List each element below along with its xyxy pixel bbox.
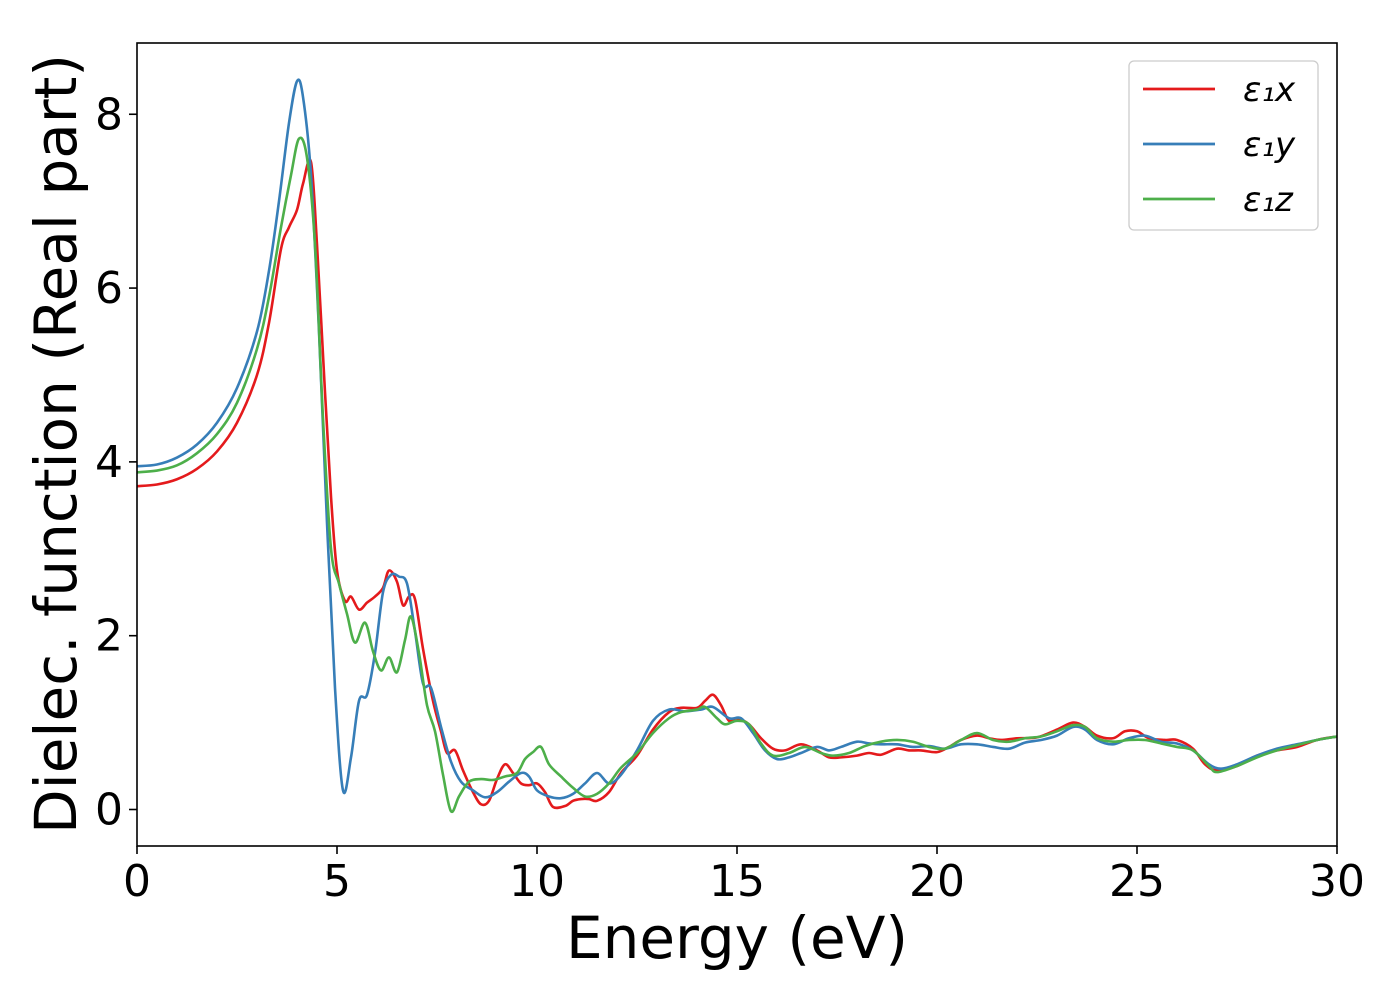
series-layer bbox=[137, 78, 1337, 814]
legend-box bbox=[1128, 60, 1319, 231]
x-axis-title: Energy (eV) bbox=[566, 904, 908, 972]
y-tick-label: 4 bbox=[95, 437, 123, 488]
x-tick-label: 5 bbox=[323, 856, 351, 907]
x-tick-label: 0 bbox=[123, 856, 151, 907]
legend: ε₁x ε₁y ε₁z bbox=[1128, 60, 1319, 231]
y-tick-label: 0 bbox=[95, 785, 123, 836]
series-line-1 bbox=[137, 78, 1337, 800]
x-axis: 0 5 10 15 20 25 30 bbox=[123, 846, 1365, 907]
legend-label-2: ε₁z bbox=[1243, 180, 1294, 220]
y-tick-label: 2 bbox=[95, 611, 123, 662]
series-line-2 bbox=[137, 136, 1337, 814]
x-tick-label: 30 bbox=[1309, 856, 1365, 907]
x-tick-label: 25 bbox=[1109, 856, 1165, 907]
y-axis: 0 2 4 6 8 bbox=[95, 89, 137, 836]
y-tick-label: 8 bbox=[95, 89, 123, 140]
x-tick-label: 20 bbox=[909, 856, 965, 907]
y-tick-label: 6 bbox=[95, 263, 123, 314]
legend-label-1: ε₁y bbox=[1243, 125, 1296, 165]
x-tick-label: 15 bbox=[709, 856, 765, 907]
y-axis-title: Dielec. function (Real part) bbox=[22, 54, 90, 834]
x-tick-label: 10 bbox=[509, 856, 565, 907]
legend-label-0: ε₁x bbox=[1243, 70, 1296, 110]
series-line-0 bbox=[137, 158, 1337, 810]
